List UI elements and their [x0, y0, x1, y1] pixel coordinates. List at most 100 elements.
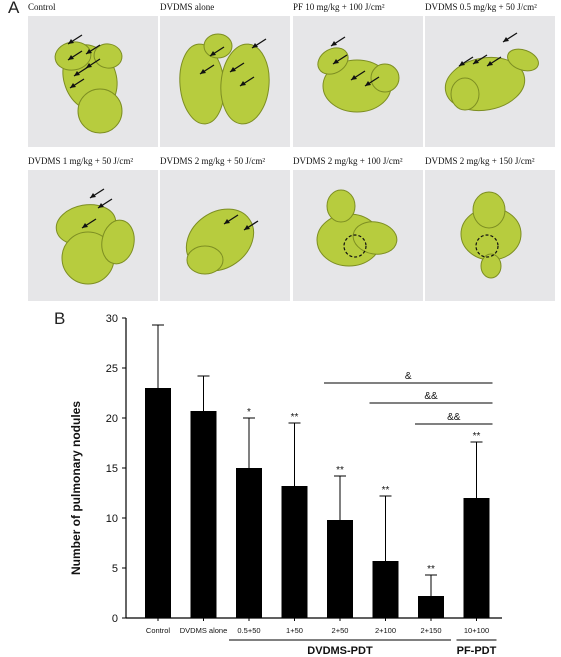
lung-lobe — [352, 221, 398, 255]
lung-photo — [160, 16, 290, 147]
arrow-icon — [89, 188, 105, 199]
comparison-label: && — [424, 391, 438, 402]
lung-lobe — [186, 245, 224, 275]
group-label: PF-PDT — [457, 645, 497, 657]
arrow-icon — [73, 66, 89, 77]
lung-lobe — [93, 43, 123, 69]
comparison-label: & — [405, 371, 412, 382]
bar — [418, 596, 444, 618]
bar — [145, 388, 171, 618]
lung-photo — [425, 170, 555, 301]
y-tick-label: 10 — [106, 513, 118, 525]
photo-caption: DVDMS 2 mg/kg + 50 J/cm² — [160, 156, 266, 166]
lung-lobe — [450, 77, 480, 111]
photo-dvdms-2-100: DVDMS 2 mg/kg + 100 J/cm² — [293, 156, 423, 302]
significance-marker: * — [247, 407, 251, 418]
photo-dvdms-2-50: DVDMS 2 mg/kg + 50 J/cm² — [160, 156, 290, 302]
lung-lobe — [326, 189, 356, 223]
photo-control: Control — [28, 2, 158, 148]
photo-caption: Control — [28, 2, 56, 12]
lung-lobe — [317, 47, 349, 75]
lung-illustration — [28, 16, 158, 147]
y-tick-label: 25 — [106, 363, 118, 375]
x-tick-label: Control — [146, 626, 171, 635]
photo-dvdms-2-150: DVDMS 2 mg/kg + 150 J/cm² — [425, 156, 555, 302]
lung-lobe — [472, 191, 506, 229]
photo-caption: DVDMS 0.5 mg/kg + 50 J/cm² — [425, 2, 537, 12]
lung-photo — [425, 16, 555, 147]
x-tick-label: 2+100 — [375, 626, 396, 635]
arrow-icon — [364, 76, 380, 87]
y-tick-label: 0 — [112, 613, 118, 625]
bar — [190, 411, 217, 618]
arrow-icon — [85, 44, 101, 55]
y-tick-label: 5 — [112, 563, 118, 575]
bar — [327, 520, 353, 618]
lung-lobe — [480, 253, 502, 279]
arrow-icon — [223, 214, 239, 225]
lung-illustration — [425, 16, 555, 147]
arrow-icon — [472, 54, 488, 65]
arrow-icon — [458, 56, 474, 67]
lung-lobe — [370, 63, 400, 93]
arrow-icon — [502, 32, 518, 43]
panel-label-b: B — [54, 309, 66, 328]
arrow-icon — [330, 36, 346, 47]
lung-illustration — [293, 16, 423, 147]
lung-lobe — [203, 33, 233, 59]
photo-caption: DVDMS 2 mg/kg + 100 J/cm² — [293, 156, 403, 166]
arrow-icon — [209, 46, 225, 57]
significance-marker: ** — [382, 485, 390, 496]
lung-photo — [293, 16, 423, 147]
x-tick-label: 1+50 — [286, 626, 303, 635]
significance-marker: ** — [473, 431, 481, 442]
lung-photo — [293, 170, 423, 301]
photo-caption: DVDMS alone — [160, 2, 215, 12]
significance-marker: ** — [291, 412, 299, 423]
bar — [281, 486, 308, 618]
lung-illustration — [425, 170, 555, 301]
lung-illustration — [160, 16, 290, 147]
x-tick-label: 0.5+50 — [237, 626, 260, 635]
photo-dvdms-1-50: DVDMS 1 mg/kg + 50 J/cm² — [28, 156, 158, 302]
y-tick-label: 15 — [106, 463, 118, 475]
photo-dvdms-alone: DVDMS alone — [160, 2, 290, 148]
lung-photo — [28, 170, 158, 301]
arrow-icon — [67, 34, 83, 45]
x-tick-label: DVDMS alone — [180, 626, 228, 635]
photo-caption: DVDMS 2 mg/kg + 150 J/cm² — [425, 156, 535, 166]
arrow-icon — [486, 56, 502, 67]
significance-marker: ** — [336, 465, 344, 476]
arrow-icon — [97, 198, 113, 209]
bar — [236, 468, 262, 618]
bar — [372, 561, 399, 618]
lung-lobe — [101, 219, 135, 265]
group-label: DVDMS-PDT — [307, 645, 373, 657]
lung-illustration — [293, 170, 423, 301]
photo-dvdms-0.5-50: DVDMS 0.5 mg/kg + 50 J/cm² — [425, 2, 555, 148]
arrow-icon — [69, 78, 85, 89]
arrow-icon — [332, 54, 348, 65]
y-tick-label: 20 — [106, 413, 118, 425]
lung-photo — [28, 16, 158, 147]
lung-lobe — [77, 88, 123, 134]
y-tick-label: 30 — [106, 313, 118, 325]
x-tick-label: 2+150 — [420, 626, 441, 635]
lung-lobe — [507, 48, 539, 72]
panel-label-a: A — [8, 0, 20, 17]
arrow-icon — [350, 70, 366, 81]
arrow-icon — [67, 50, 83, 61]
y-axis-title: Number of pulmonary nodules — [69, 401, 83, 575]
photo-caption: DVDMS 1 mg/kg + 50 J/cm² — [28, 156, 134, 166]
nodule-bar-chart: 0 5 10 15 20 25 30 Number of pulmonary nodules C… — [69, 313, 502, 657]
arrow-icon — [229, 62, 245, 73]
photo-caption: PF 10 mg/kg + 100 J/cm² — [293, 2, 385, 12]
dashed-circle-icon — [343, 234, 367, 258]
significance-marker: ** — [427, 564, 435, 575]
arrow-icon — [199, 64, 215, 75]
x-tick-label: 10+100 — [464, 626, 489, 635]
arrow-icon — [243, 220, 259, 231]
bar — [463, 498, 490, 618]
photo-pf-10-100: PF 10 mg/kg + 100 J/cm² — [293, 2, 423, 148]
arrow-icon — [251, 38, 267, 49]
